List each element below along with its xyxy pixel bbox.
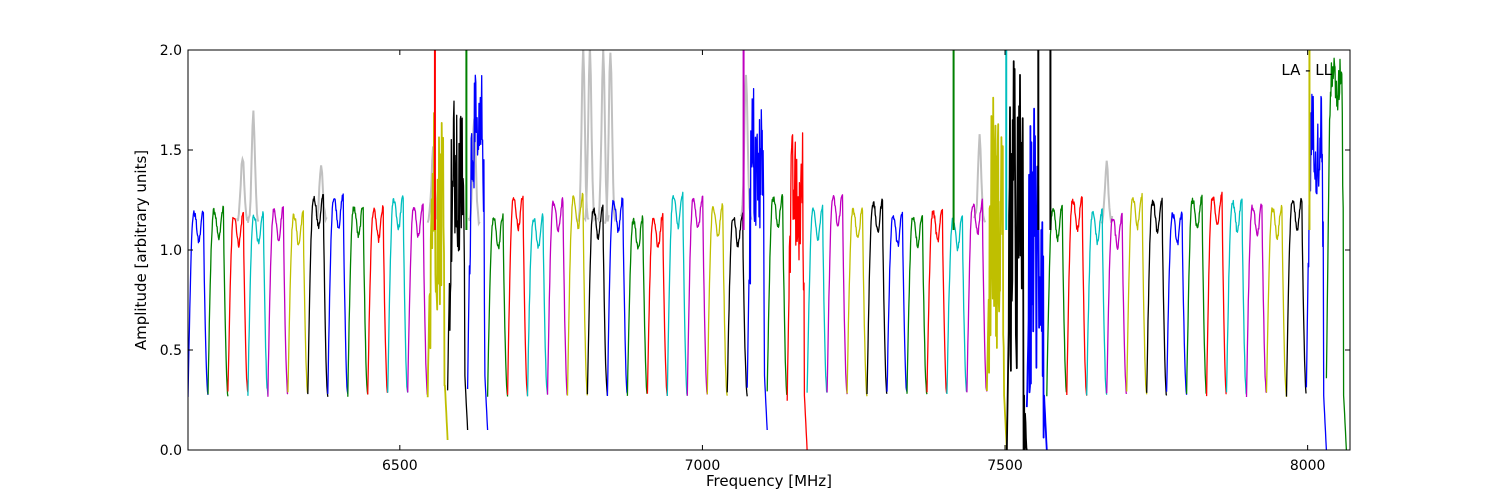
band-series-48 (1146, 197, 1168, 396)
ticks-layer: 6500 7000 7500 8000 0.0 0.5 1.0 1.5 2.0 (160, 43, 1350, 474)
band-series-47 (1126, 192, 1148, 395)
band-series-24 (666, 191, 688, 397)
band-series-9 (367, 205, 389, 395)
band-series-44 (1066, 196, 1088, 396)
band-series-6 (307, 193, 329, 397)
background-peak-6 (583, 50, 597, 223)
x-axis-label: Frequency [MHz] (706, 472, 832, 490)
band-series-23 (646, 212, 668, 396)
band-series-21 (606, 197, 629, 397)
band-series-57 (1325, 57, 1348, 450)
band-series-28 (746, 87, 768, 431)
x-tick-label-2: 7500 (987, 458, 1023, 474)
background-peak-10 (973, 134, 987, 223)
y-axis-label: Amplitude [arbitrary units] (132, 150, 150, 350)
band-series-10 (387, 195, 409, 393)
band-series-42 (1025, 107, 1048, 450)
background-peak-8 (604, 52, 617, 224)
band-series-41 (1005, 60, 1028, 450)
background-peak-1 (246, 110, 260, 223)
band-series-1 (207, 205, 229, 397)
band-series-5 (287, 210, 309, 394)
band-series-12 (426, 112, 449, 441)
band-series-33 (846, 207, 868, 397)
band-series-52 (1225, 198, 1248, 395)
band-series-36 (906, 215, 928, 395)
x-tick-label-0: 6500 (382, 458, 418, 474)
band-series-22 (626, 215, 649, 396)
band-series-17 (526, 213, 549, 397)
band-series-4 (267, 206, 289, 397)
y-tick-label-2: 1.0 (160, 243, 182, 259)
band-series-20 (586, 204, 609, 396)
band-series-13 (446, 100, 469, 431)
band-series-45 (1086, 208, 1108, 396)
band-series-35 (886, 211, 908, 392)
band-series-53 (1245, 203, 1268, 398)
band-series-54 (1265, 204, 1288, 397)
band-series-51 (1205, 191, 1227, 397)
band-series-39 (966, 198, 988, 393)
band-series-43 (1046, 204, 1067, 397)
series-layer (188, 50, 1348, 450)
band-series-27 (726, 212, 748, 397)
y-tick-label-0: 0.0 (160, 443, 182, 459)
x-tick-label-1: 7000 (685, 458, 721, 474)
band-series-3 (247, 211, 269, 396)
band-series-49 (1165, 211, 1188, 395)
band-series-50 (1185, 194, 1208, 394)
band-series-46 (1106, 212, 1128, 395)
band-series-30 (786, 132, 808, 450)
background-peak-2 (315, 165, 328, 224)
band-series-38 (946, 215, 968, 395)
background-peak-0 (236, 155, 249, 222)
band-series-25 (686, 195, 708, 396)
band-series-37 (926, 208, 948, 394)
band-series-34 (866, 198, 888, 395)
plot-area-background (188, 50, 1350, 450)
band-series-14 (466, 74, 489, 431)
band-series-55 (1285, 197, 1307, 397)
band-series-8 (347, 206, 369, 397)
band-series-29 (766, 193, 788, 396)
band-series-32 (826, 194, 848, 395)
background-peak-11 (1100, 160, 1114, 226)
band-series-40 (986, 96, 1008, 450)
plot-annotation: LA - LL (1281, 61, 1332, 79)
y-tick-label-4: 2.0 (160, 43, 182, 59)
band-series-31 (806, 204, 828, 393)
band-series-16 (506, 195, 529, 396)
y-tick-label-1: 0.5 (160, 343, 182, 359)
band-series-15 (486, 213, 509, 397)
band-series-18 (546, 197, 569, 396)
x-tick-label-3: 8000 (1290, 458, 1326, 474)
band-series-0 (188, 210, 209, 398)
band-series-19 (566, 192, 589, 396)
band-series-2 (227, 211, 249, 393)
band-series-26 (706, 203, 728, 396)
y-tick-label-3: 1.5 (160, 143, 182, 159)
band-series-7 (327, 193, 349, 395)
band-series-11 (407, 203, 429, 395)
